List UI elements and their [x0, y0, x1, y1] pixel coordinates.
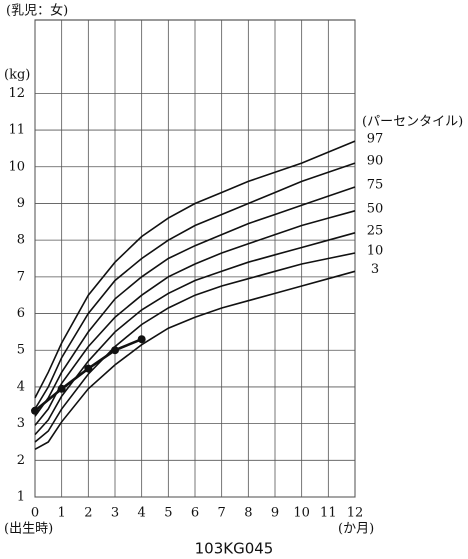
percentile-line	[34, 252, 356, 443]
series-label: 50	[367, 201, 384, 216]
percentile-line	[34, 162, 356, 410]
measurement-point	[31, 406, 39, 415]
y-tick-label: 10	[8, 159, 25, 174]
y-axis-label: (kg)	[4, 68, 30, 83]
y-tick-label: 6	[17, 306, 25, 321]
y-tick-label: 2	[17, 453, 25, 468]
measurement-point	[57, 384, 66, 393]
y-tick-label: 8	[17, 233, 25, 248]
x-tick-label: 5	[164, 506, 172, 521]
legend-title: (パーセンタイル)	[362, 115, 463, 130]
x-tick-label: 6	[191, 506, 199, 521]
percentile-line	[34, 270, 356, 451]
percentile-line	[34, 186, 356, 417]
y-tick-label: 12	[8, 86, 25, 101]
x-tick-label: 0	[31, 506, 39, 521]
y-tick-label: 1	[17, 490, 25, 505]
x-tick-label: 10	[293, 506, 310, 521]
series-label: 97	[367, 132, 384, 147]
footer: 103KG045	[195, 540, 274, 558]
percentile-line	[34, 210, 356, 426]
series-label: 10	[367, 243, 384, 258]
measurement-point	[137, 335, 146, 344]
y-tick-label: 5	[17, 343, 25, 358]
x-tick-label: 8	[244, 506, 252, 521]
x-tick-label: 3	[111, 506, 119, 521]
y-tick-label: 7	[17, 269, 25, 284]
x-tick-label: 9	[271, 506, 279, 521]
x-tick-label: 1	[58, 506, 66, 521]
measurement-point	[111, 346, 119, 355]
series-label: 75	[367, 177, 384, 192]
chart-title: (乳児：女)	[6, 3, 68, 19]
y-tick-label: 11	[8, 123, 25, 138]
x-tick-label: 11	[320, 506, 337, 521]
y-tick-label: 3	[17, 416, 25, 431]
series-label: 90	[367, 154, 384, 169]
y-tick-label: 9	[17, 196, 25, 211]
x-tick-label: 2	[84, 506, 92, 521]
y-tick-label: 4	[17, 379, 25, 394]
x-tick-label: 7	[218, 506, 226, 521]
x-axis-label: (か月)	[338, 522, 374, 537]
x-note: (出生時)	[4, 522, 53, 537]
percentile-line	[34, 140, 356, 399]
percentile-line	[34, 232, 356, 436]
series-label: 25	[367, 223, 384, 238]
x-tick-label: 12	[347, 506, 364, 521]
x-tick-label: 4	[138, 506, 146, 521]
measurement-point	[84, 364, 93, 373]
series-label: 3	[371, 262, 379, 277]
